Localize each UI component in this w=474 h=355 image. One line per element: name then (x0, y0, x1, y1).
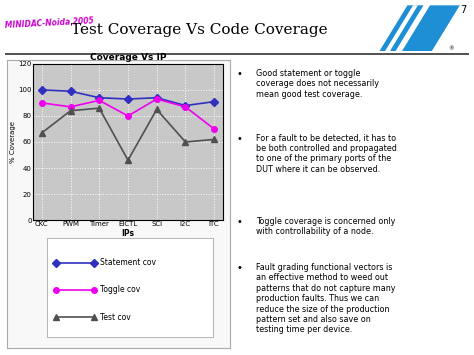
Text: ®: ® (448, 46, 453, 51)
Polygon shape (385, 5, 418, 51)
Text: •: • (237, 263, 243, 273)
Text: Test Coverage Vs Code Coverage: Test Coverage Vs Code Coverage (71, 23, 328, 37)
Text: Toggle cov: Toggle cov (100, 285, 141, 294)
Y-axis label: % Coverage: % Coverage (9, 121, 16, 163)
Text: Fault grading functional vectors is
an effective method to weed out
patterns tha: Fault grading functional vectors is an e… (256, 263, 395, 334)
X-axis label: IPs: IPs (121, 229, 135, 238)
Text: Good statement or toggle
coverage does not necessarily
mean good test coverage.: Good statement or toggle coverage does n… (256, 69, 379, 99)
Text: MINIDAC-Noida 2005: MINIDAC-Noida 2005 (5, 16, 94, 29)
Title: Coverage Vs IP: Coverage Vs IP (90, 53, 166, 62)
Polygon shape (379, 5, 424, 51)
Text: •: • (237, 217, 243, 227)
Text: Toggle coverage is concerned only
with controllability of a node.: Toggle coverage is concerned only with c… (256, 217, 395, 236)
Text: •: • (237, 69, 243, 79)
Text: Statement cov: Statement cov (100, 258, 156, 267)
Text: •: • (237, 134, 243, 144)
Text: For a fault to be detected, it has to
be both controlled and propagated
to one o: For a fault to be detected, it has to be… (256, 134, 397, 174)
Text: 7: 7 (461, 5, 467, 15)
Polygon shape (402, 5, 460, 51)
Text: Test cov: Test cov (100, 313, 131, 322)
